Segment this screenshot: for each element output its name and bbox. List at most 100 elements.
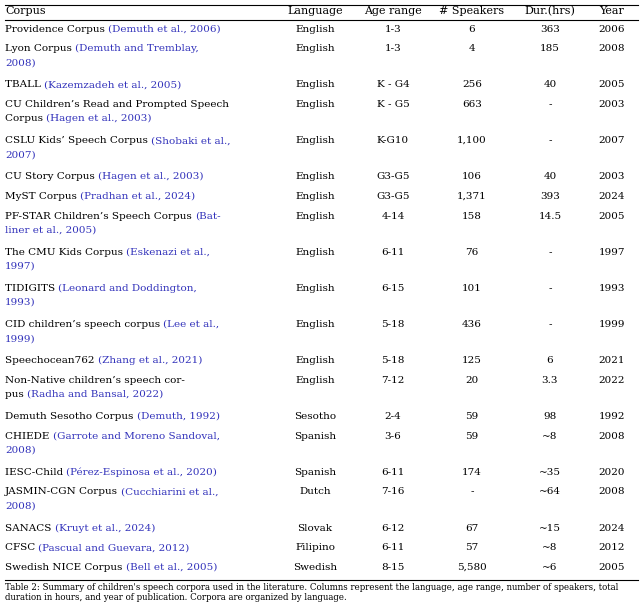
Text: 2007): 2007) (5, 151, 36, 159)
Text: ~8: ~8 (542, 543, 557, 552)
Text: English: English (295, 136, 335, 145)
Text: 663: 663 (462, 100, 482, 109)
Text: ~6: ~6 (542, 563, 557, 572)
Text: (Garrote and Moreno Sandoval,: (Garrote and Moreno Sandoval, (52, 431, 220, 441)
Text: 6-11: 6-11 (381, 468, 404, 477)
Text: (Bell et al., 2005): (Bell et al., 2005) (125, 563, 217, 572)
Text: 1997: 1997 (599, 248, 625, 256)
Text: 185: 185 (540, 44, 560, 53)
Text: 1993: 1993 (599, 284, 625, 293)
Text: 2007: 2007 (599, 136, 625, 145)
Text: 2-4: 2-4 (385, 412, 401, 421)
Text: ~35: ~35 (539, 468, 561, 477)
Text: 6-11: 6-11 (381, 248, 404, 256)
Text: 256: 256 (462, 80, 482, 89)
Text: 2024: 2024 (599, 192, 625, 201)
Text: English: English (295, 320, 335, 329)
Text: 20: 20 (465, 376, 479, 385)
Text: 1999): 1999) (5, 334, 36, 343)
Text: CU Children’s Read and Prompted Speech: CU Children’s Read and Prompted Speech (5, 100, 229, 109)
Text: 2008): 2008) (5, 502, 36, 510)
Text: 1992: 1992 (599, 412, 625, 421)
Text: 40: 40 (543, 80, 557, 89)
Text: 6-12: 6-12 (381, 523, 404, 532)
Text: Corpus: Corpus (5, 114, 46, 123)
Text: ~64: ~64 (539, 487, 561, 496)
Text: 2021: 2021 (599, 356, 625, 365)
Text: Slovak: Slovak (298, 523, 333, 532)
Text: 1997): 1997) (5, 262, 36, 271)
Text: 4-14: 4-14 (381, 212, 404, 220)
Text: 2008: 2008 (599, 487, 625, 496)
Text: IESC-Child: IESC-Child (5, 468, 67, 477)
Text: 101: 101 (462, 284, 482, 293)
Text: CHIEDE: CHIEDE (5, 431, 52, 441)
Text: English: English (295, 212, 335, 220)
Text: (Kruyt et al., 2024): (Kruyt et al., 2024) (54, 523, 155, 532)
Text: 76: 76 (465, 248, 479, 256)
Text: Corpus: Corpus (5, 6, 45, 16)
Text: TBALL: TBALL (5, 80, 44, 89)
Text: pus: pus (5, 390, 27, 399)
Text: CU Story Corpus: CU Story Corpus (5, 172, 98, 181)
Text: Sesotho: Sesotho (294, 412, 336, 421)
Text: (Hagen et al., 2003): (Hagen et al., 2003) (98, 172, 204, 181)
Text: 5-18: 5-18 (381, 356, 404, 365)
Text: 436: 436 (462, 320, 482, 329)
Text: (Demuth, 1992): (Demuth, 1992) (136, 412, 220, 421)
Text: (Lee et al.,: (Lee et al., (163, 320, 220, 329)
Text: 7-16: 7-16 (381, 487, 404, 496)
Text: -: - (470, 487, 474, 496)
Text: English: English (295, 172, 335, 181)
Text: Spanish: Spanish (294, 468, 336, 477)
Text: 2005: 2005 (599, 563, 625, 572)
Text: (Demuth et al., 2006): (Demuth et al., 2006) (108, 24, 221, 34)
Text: 2012: 2012 (599, 543, 625, 552)
Text: (Pascual and Guevara, 2012): (Pascual and Guevara, 2012) (38, 543, 189, 552)
Text: 6-11: 6-11 (381, 543, 404, 552)
Text: 6-15: 6-15 (381, 284, 404, 293)
Text: Lyon Corpus: Lyon Corpus (5, 44, 75, 53)
Text: 2005: 2005 (599, 212, 625, 220)
Text: (Kazemzadeh et al., 2005): (Kazemzadeh et al., 2005) (44, 80, 181, 89)
Text: Swedish NICE Corpus: Swedish NICE Corpus (5, 563, 125, 572)
Text: ~8: ~8 (542, 431, 557, 441)
Text: ~15: ~15 (539, 523, 561, 532)
Text: English: English (295, 100, 335, 109)
Text: -: - (548, 136, 552, 145)
Text: 59: 59 (465, 412, 479, 421)
Text: Providence Corpus: Providence Corpus (5, 24, 108, 34)
Text: 98: 98 (543, 412, 557, 421)
Text: 14.5: 14.5 (538, 212, 561, 220)
Text: Table 2: Summary of children's speech corpora used in the literature. Columns re: Table 2: Summary of children's speech co… (5, 583, 618, 602)
Text: 4: 4 (468, 44, 476, 53)
Text: TIDIGITS: TIDIGITS (5, 284, 58, 293)
Text: English: English (295, 376, 335, 385)
Text: G3-G5: G3-G5 (376, 172, 410, 181)
Text: English: English (295, 44, 335, 53)
Text: 59: 59 (465, 431, 479, 441)
Text: 125: 125 (462, 356, 482, 365)
Text: English: English (295, 24, 335, 34)
Text: 57: 57 (465, 543, 479, 552)
Text: 1-3: 1-3 (385, 24, 401, 34)
Text: CID children’s speech corpus: CID children’s speech corpus (5, 320, 163, 329)
Text: English: English (295, 192, 335, 201)
Text: Demuth Sesotho Corpus: Demuth Sesotho Corpus (5, 412, 136, 421)
Text: 363: 363 (540, 24, 560, 34)
Text: SANACS: SANACS (5, 523, 54, 532)
Text: Language: Language (287, 6, 343, 16)
Text: 8-15: 8-15 (381, 563, 404, 572)
Text: 1999: 1999 (599, 320, 625, 329)
Text: English: English (295, 356, 335, 365)
Text: CSLU Kids’ Speech Corpus: CSLU Kids’ Speech Corpus (5, 136, 151, 145)
Text: 2024: 2024 (599, 523, 625, 532)
Text: 40: 40 (543, 172, 557, 181)
Text: liner et al., 2005): liner et al., 2005) (5, 226, 96, 234)
Text: (Zhang et al., 2021): (Zhang et al., 2021) (98, 356, 202, 365)
Text: English: English (295, 248, 335, 256)
Text: Speechocean762: Speechocean762 (5, 356, 98, 365)
Text: (Radha and Bansal, 2022): (Radha and Bansal, 2022) (27, 390, 163, 399)
Text: (Pérez-Espinosa et al., 2020): (Pérez-Espinosa et al., 2020) (67, 468, 218, 477)
Text: 1,100: 1,100 (457, 136, 487, 145)
